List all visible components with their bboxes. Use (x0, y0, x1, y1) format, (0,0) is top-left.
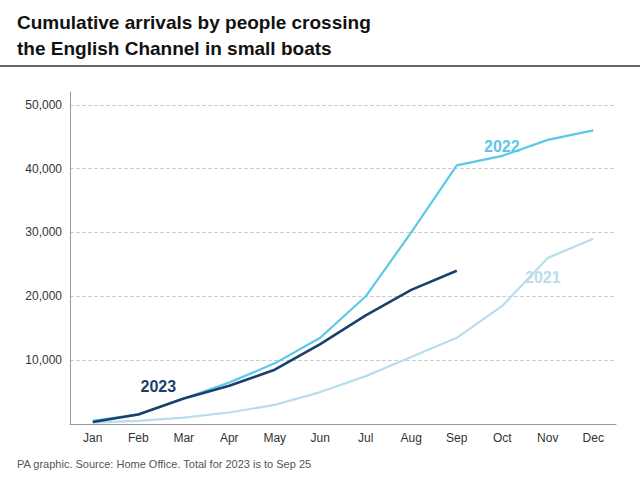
svg-text:Apr: Apr (220, 431, 239, 445)
svg-text:Jun: Jun (311, 431, 330, 445)
svg-text:Cumulative arrivals by people: Cumulative arrivals by people crossing (17, 12, 371, 33)
svg-text:Mar: Mar (173, 431, 194, 445)
svg-text:2021: 2021 (525, 269, 561, 286)
svg-text:Oct: Oct (493, 431, 512, 445)
svg-text:2022: 2022 (484, 138, 520, 155)
svg-text:PA graphic. Source: Home Offic: PA graphic. Source: Home Office. Total f… (17, 458, 311, 470)
svg-text:May: May (263, 431, 286, 445)
svg-text:Jul: Jul (358, 431, 373, 445)
svg-text:Aug: Aug (401, 431, 422, 445)
svg-text:Nov: Nov (537, 431, 558, 445)
svg-text:10,000: 10,000 (25, 353, 62, 367)
svg-text:30,000: 30,000 (25, 225, 62, 239)
svg-text:Dec: Dec (583, 431, 604, 445)
svg-text:Jan: Jan (83, 431, 102, 445)
svg-text:2023: 2023 (141, 378, 177, 395)
svg-text:Feb: Feb (128, 431, 149, 445)
svg-text:20,000: 20,000 (25, 289, 62, 303)
svg-text:40,000: 40,000 (25, 162, 62, 176)
svg-text:Sep: Sep (446, 431, 468, 445)
svg-text:the English Channel in small b: the English Channel in small boats (17, 38, 332, 59)
svg-text:50,000: 50,000 (25, 98, 62, 112)
